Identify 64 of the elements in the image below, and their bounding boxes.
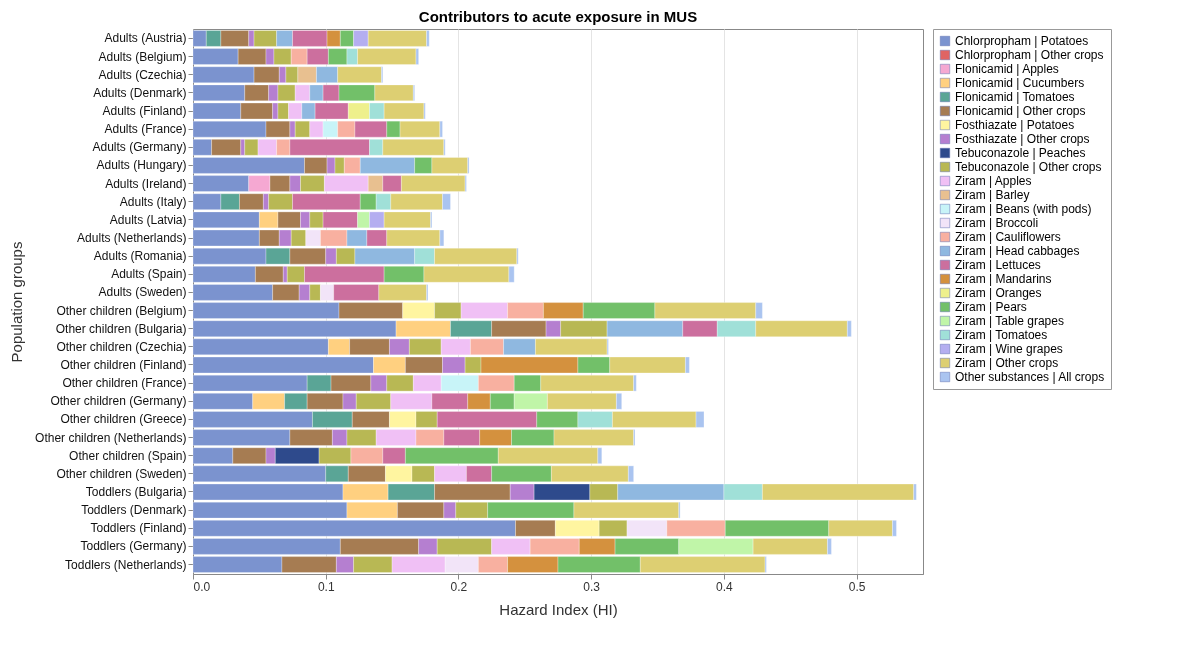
legend-label: Ziram | Tomatoes — [955, 328, 1048, 342]
y-tick-label: Adults (Finland) — [102, 104, 187, 118]
y-tick-label: Adults (Spain) — [111, 267, 187, 282]
legend-label: Tebuconazole | Peaches — [955, 146, 1086, 160]
legend-label: Chlorpropham | Other crops — [955, 48, 1104, 62]
legend-label: Ziram | Beans (with pods) — [955, 202, 1092, 216]
y-tick-label: Adults (France) — [104, 122, 187, 137]
y-tick-label: Toddlers (Bulgaria) — [85, 485, 187, 499]
y-tick-label: Toddlers (Finland) — [90, 521, 187, 536]
x-tick-label: 0.3 — [583, 579, 601, 594]
legend-label: Ziram | Head cabbages — [955, 244, 1080, 258]
legend-label: Ziram | Table grapes — [955, 314, 1064, 328]
y-tick-label: Adults (Netherlands) — [77, 231, 187, 245]
y-tick-label: Other children (Sweden) — [56, 466, 187, 481]
y-tick-label: Other children (Czechia) — [56, 339, 187, 354]
x-tick-label: 0.5 — [848, 579, 866, 594]
y-tick-label: Other children (France) — [62, 376, 187, 391]
legend-label: Ziram | Other crops — [955, 356, 1059, 370]
legend-label: Ziram | Apples — [955, 174, 1032, 188]
y-tick-label: Adults (Ireland) — [105, 176, 187, 191]
y-tick-label: Other children (Bulgaria) — [55, 321, 187, 336]
y-tick-label: Adults (Italy) — [119, 194, 187, 209]
y-tick-label: Adults (Austria) — [104, 31, 187, 46]
y-tick-label: Other children (Netherlands) — [35, 430, 187, 445]
y-tick-label: Adults (Germany) — [92, 140, 187, 155]
x-tick-label: 0.1 — [317, 579, 335, 594]
y-tick-label: Adults (Sweden) — [98, 285, 187, 300]
legend-label: Ziram | Oranges — [955, 286, 1042, 300]
legend-label: Ziram | Barley — [955, 188, 1030, 202]
y-tick-label: Adults (Belgium) — [98, 49, 187, 64]
x-axis-title: Hazard Index (HI) — [499, 600, 618, 618]
y-tick-label: Adults (Czechia) — [98, 67, 187, 82]
legend-label: Chlorpropham | Potatoes — [955, 34, 1089, 48]
y-tick-label: Other children (Finland) — [60, 358, 187, 372]
y-tick-label: Adults (Romania) — [93, 249, 187, 264]
y-tick-label: Other children (Germany) — [50, 394, 187, 409]
y-tick-label: Other children (Spain) — [69, 448, 187, 463]
x-tick-label: 0.0 — [193, 579, 211, 594]
legend-label: Ziram | Cauliflowers — [955, 230, 1061, 244]
y-tick-label: Toddlers (Germany) — [80, 539, 187, 554]
legend-label: Flonicamid | Cucumbers — [955, 76, 1085, 90]
legend-label: Ziram | Wine grapes — [955, 342, 1063, 356]
legend-label: Ziram | Lettuces — [955, 258, 1041, 272]
y-axis-title: Population groups — [8, 241, 26, 363]
legend-label: Tebuconazole | Other crops — [955, 160, 1102, 174]
x-tick-label: 0.2 — [450, 579, 468, 594]
chart-title: Contributors to acute exposure in MUS — [418, 7, 698, 25]
legend-label: Other substances | All crops — [955, 370, 1105, 384]
legend-label: Ziram | Broccoli — [955, 216, 1039, 230]
y-tick-label: Adults (Latvia) — [109, 212, 187, 227]
legend-label: Ziram | Pears — [955, 300, 1027, 314]
y-tick-label: Toddlers (Denmark) — [81, 503, 187, 518]
legend-label: Fosthiazate | Potatoes — [955, 118, 1075, 132]
y-tick-label: Adults (Denmark) — [93, 85, 187, 100]
legend-label: Fosthiazate | Other crops — [955, 132, 1090, 146]
y-tick-label: Other children (Belgium) — [56, 303, 187, 318]
legend-label: Flonicamid | Tomatoes — [955, 90, 1075, 104]
x-tick-label: 0.4 — [716, 579, 734, 594]
y-tick-label: Other children (Greece) — [60, 412, 187, 427]
legend-label: Ziram | Mandarins — [955, 272, 1052, 286]
y-tick-label: Toddlers (Netherlands) — [65, 557, 187, 572]
legend-label: Flonicamid | Other crops — [955, 104, 1086, 118]
legend-label: Flonicamid | Apples — [955, 62, 1059, 76]
y-tick-label: Adults (Hungary) — [96, 158, 187, 173]
